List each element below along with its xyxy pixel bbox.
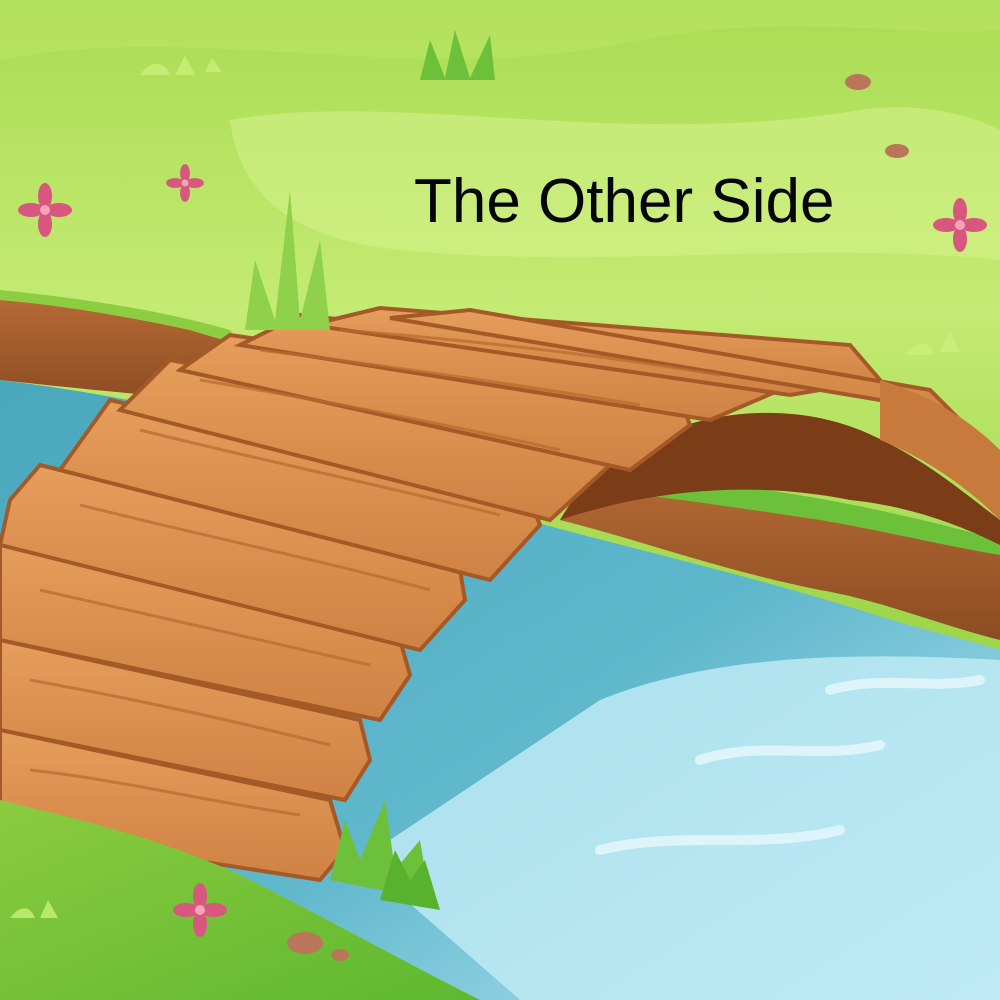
bridge-plank [0, 637, 373, 803]
meadow-highlight-2 [230, 107, 1000, 261]
wood-grain [29, 328, 721, 817]
bridge-arch-side [880, 380, 1000, 520]
right-bank [560, 470, 1000, 640]
left-bank-grass-edge [0, 290, 240, 345]
flower-icon [18, 164, 987, 937]
stone-icon [287, 74, 909, 961]
river-ripple [595, 675, 985, 855]
grass-marks [10, 55, 960, 918]
meadow-highlight [0, 0, 1000, 60]
river-light-patch [360, 656, 1000, 1000]
bridge [0, 305, 1000, 883]
scene-title: The Other Side [414, 167, 835, 236]
grass-tuft-icon [245, 30, 495, 910]
bridge-arch-shadow [560, 412, 1000, 545]
lower-meadow [0, 800, 480, 1000]
